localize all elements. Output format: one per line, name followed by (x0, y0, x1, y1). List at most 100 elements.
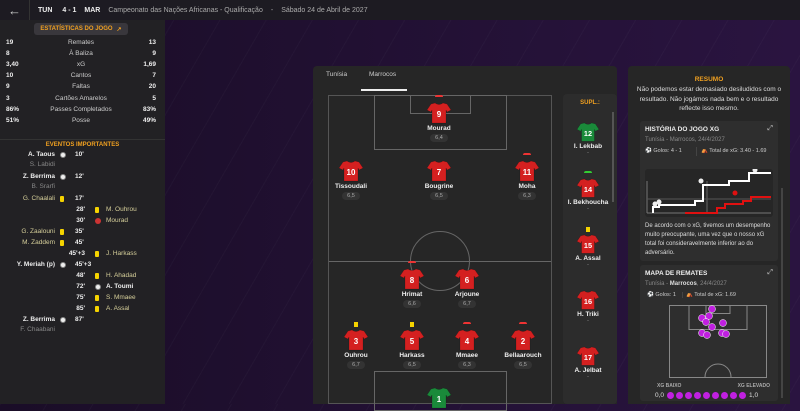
stat-label: Remates (67, 39, 94, 46)
player-3[interactable]: 3 Ouhrou 6,7 (321, 322, 391, 370)
yellow-card-icon (60, 196, 64, 202)
back-button[interactable]: ← (0, 0, 30, 20)
event-time: 28' (76, 206, 85, 213)
ball-icon: ⚽ (647, 292, 654, 298)
player-9[interactable]: 9 Mourad 6,4 (404, 95, 474, 143)
shirt-icon: 14 (577, 178, 599, 198)
sub-14[interactable]: 14 I. Bekhoucha - (553, 171, 623, 212)
xg-history-card[interactable]: HISTÓRIA DO JOGO XG ⤢ Tunísia - Marrocos… (640, 121, 778, 261)
event-assist: F. Chaabani (20, 326, 55, 333)
yellow-card-icon (95, 306, 99, 312)
svg-text:1: 1 (437, 395, 442, 404)
stat-away-value: 7 (152, 72, 156, 80)
event-row: M. Zaddem 45' (0, 239, 165, 249)
event-time: 12' (75, 173, 84, 180)
xg-card-text: De acordo com o xG, tivemos um desempenh… (645, 223, 771, 256)
sub-15[interactable]: 15 A. Assal - (553, 227, 623, 269)
pitch: 9 Mourad 6,4 10 Tissoudali 6,5 7 Bougrine 6,5 11 M… (328, 95, 552, 411)
event-row: 30' Mourad (0, 217, 165, 227)
separator: - (270, 6, 274, 14)
competition: Campeonato das Nações Africanas - Qualif… (108, 6, 263, 14)
shot-marker[interactable] (722, 330, 730, 338)
shirt-icon: 17 (577, 346, 599, 366)
xg-high-label: XG ELEVADO (737, 383, 770, 389)
player-name: Mmaee (455, 352, 479, 360)
away-team-code: MAR (84, 6, 101, 14)
shot-marker[interactable] (708, 305, 716, 313)
goal-marker (752, 169, 758, 173)
player-11[interactable]: 11 Moha 6,3 (492, 153, 562, 201)
event-player: H. Ahadad (106, 272, 137, 279)
shot-marker[interactable] (719, 319, 727, 327)
stat-home-value: 8 (6, 50, 10, 58)
svg-text:10: 10 (347, 168, 356, 177)
svg-text:6: 6 (465, 276, 470, 285)
shirt-icon: 16 (577, 290, 599, 310)
shot-marker[interactable] (708, 323, 716, 331)
player-8[interactable]: 8 Hrimat 6,6 (377, 261, 447, 309)
expand-icon[interactable]: ⤢ (767, 125, 773, 132)
yellow-card-icon (410, 322, 414, 327)
player-5[interactable]: 5 Harkass 6,5 (377, 322, 447, 370)
event-row: Y. Meriah (p) 45'+3 (0, 261, 165, 271)
xg-legend: 0,0 1,0 (655, 392, 758, 399)
event-row: 75' S. Mmaee (0, 294, 165, 304)
sub-17[interactable]: 17 A. Jelbat - (553, 346, 623, 380)
goal-marker (652, 201, 658, 207)
event-player: Z. Berrima (22, 173, 55, 180)
player-name: Tissoudali (334, 183, 368, 191)
svg-text:11: 11 (523, 168, 532, 177)
goalkeeper-shirt-icon: 12 (577, 122, 599, 142)
subs-scrollbar[interactable] (612, 112, 614, 202)
goal-icon (60, 317, 66, 323)
summary-scrollbar[interactable] (781, 188, 783, 398)
shot-marker[interactable] (703, 331, 711, 339)
sub-12[interactable]: 12 I. Lekbab - (553, 122, 623, 156)
goal-icon: ⛺ (701, 148, 708, 154)
goal-marker (656, 199, 662, 205)
xg-legend-dot (694, 392, 702, 399)
player-2[interactable]: 2 Bellaarouch 6,5 (488, 322, 558, 370)
stat-row: 9 Faltas 20 (6, 83, 156, 94)
shirt-icon: 8 (400, 268, 424, 290)
expand-icon[interactable]: ⤢ (767, 269, 773, 276)
svg-text:9: 9 (437, 110, 442, 119)
ball-icon: ⚽ (645, 148, 652, 154)
injury-icon (435, 95, 443, 99)
yellow-card-icon (60, 240, 64, 246)
event-time: 87' (75, 316, 84, 323)
yellow-card-icon (354, 322, 358, 327)
match-stats-button[interactable]: ESTATÍSTICAS DO JOGO ↗ (34, 23, 128, 35)
event-player: G. Chaalali (22, 195, 55, 202)
shot-marker[interactable] (705, 312, 713, 320)
stat-label: À Baliza (69, 50, 93, 58)
shirt-icon: 9 (427, 102, 451, 124)
xg-legend-dot (712, 392, 720, 399)
player-name: I. Lekbab (573, 143, 603, 151)
shot-xg-total: ⛺ Total de xG: 1.69 (682, 292, 736, 298)
tab-morocco[interactable]: Marrocos (369, 71, 397, 78)
substitutes-panel: SUPL.: 12 I. Lekbab -14 I. Bekhoucha -15 A. A… (563, 94, 617, 404)
player-7[interactable]: 7 Bougrine 6,5 (404, 160, 474, 201)
score: 4 - 1 (62, 6, 77, 14)
tab-tunisia[interactable]: Tunísia (326, 71, 348, 78)
goal-icon (60, 262, 66, 268)
player-6[interactable]: 6 Arjoune 6,7 (432, 268, 502, 309)
player-rating: 6,4 (430, 134, 448, 143)
player-4[interactable]: 4 Mmaee 6,3 (432, 322, 502, 370)
stat-row: 86% Passes Completados 83% (6, 106, 156, 117)
event-time: 85' (76, 305, 85, 312)
home-team-code: TUN (38, 6, 53, 14)
player-1[interactable]: 1 (404, 387, 474, 409)
shot-marker[interactable] (702, 318, 710, 326)
xg-card-subtitle: Tunísia - Marrocos, 24/4/2027 (645, 137, 725, 143)
stat-row: 3,40 xG 1,69 (6, 61, 156, 72)
player-10[interactable]: 10 Tissoudali 6,5 (316, 160, 386, 201)
shot-map-card[interactable]: MAPA DE REMATES ⤢ Tunísia - Marrocos, 24… (640, 265, 778, 401)
stat-home-value: 3 (6, 94, 10, 102)
player-rating: - (587, 262, 589, 269)
sub-off-icon (463, 322, 471, 326)
event-assist: B. Srarfi (31, 183, 55, 190)
event-row: G. Zaalouni 35' (0, 228, 165, 238)
sub-16[interactable]: 16 H. Triki - (553, 290, 623, 324)
